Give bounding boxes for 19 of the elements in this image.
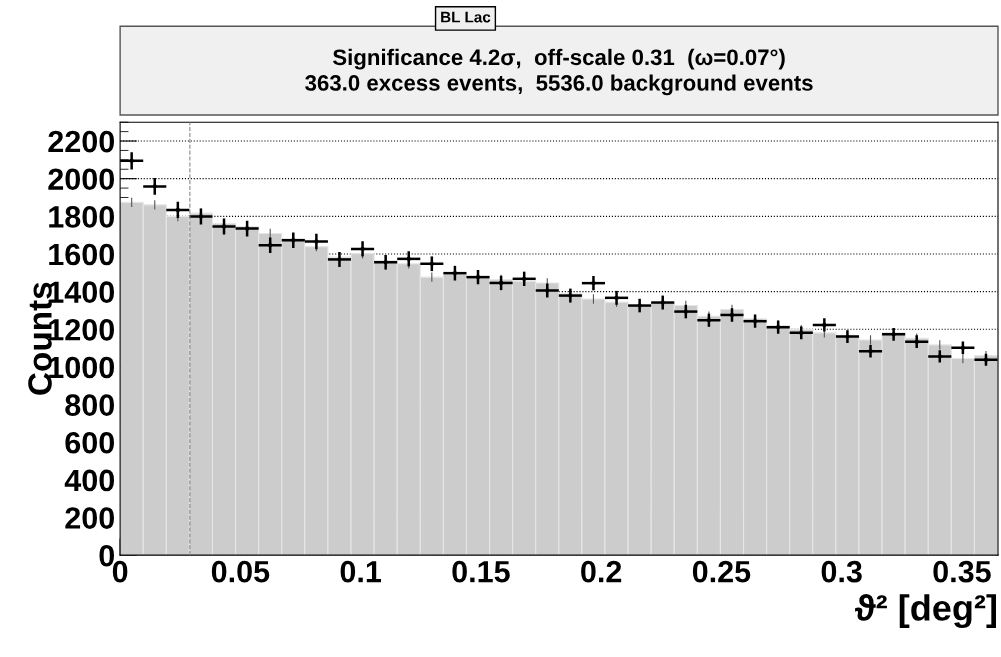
x-tick-label: 0.2	[581, 560, 622, 583]
chart-title: BL Lac	[441, 11, 491, 23]
x-tick-label: 0.05	[211, 560, 270, 583]
y-tick-label: 200	[65, 507, 115, 529]
y-tick-label: 2000	[48, 168, 115, 191]
y-tick-label: 600	[65, 431, 115, 454]
x-axis-title: ϑ² [deg²]	[855, 594, 996, 629]
x-tick-label: 0.1	[340, 560, 382, 583]
x-tick-label: 0.35	[933, 560, 991, 583]
x-tick-label: 0.15	[452, 560, 510, 583]
y-tick-label: 1800	[49, 206, 115, 228]
x-tick-label: 0.3	[821, 560, 862, 583]
x-tick-label: 0.25	[692, 560, 751, 583]
y-tick-label: 800	[65, 394, 115, 416]
y-tick-label: 0	[99, 544, 115, 567]
y-tick-label: 1600	[49, 243, 115, 266]
chart-subtitle: Significance 4.2σ, off-scale 0.31 (ω=0.07°) 363.0 excess events, 5536.0 background events	[305, 48, 813, 96]
y-tick-label: 2200	[48, 130, 115, 153]
y-tick-label: 400	[64, 469, 115, 492]
